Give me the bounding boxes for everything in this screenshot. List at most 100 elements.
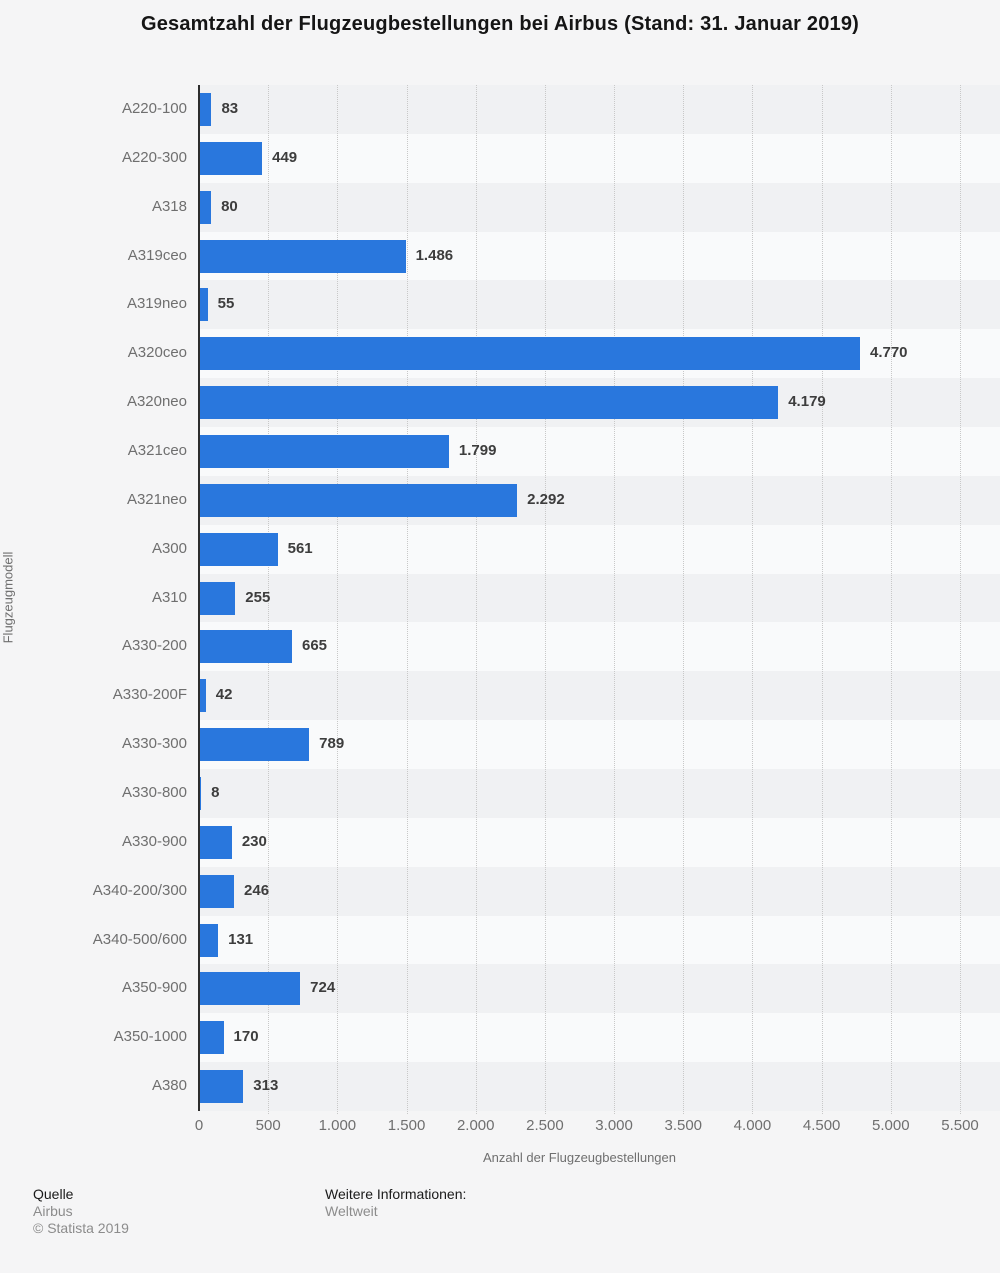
category-label: A340-200/300: [92, 881, 187, 899]
chart-row: A350-1000 170: [0, 1013, 1000, 1062]
bar: [200, 435, 449, 468]
category-label: A321ceo: [127, 442, 187, 459]
bar: [200, 386, 779, 420]
value-label: 313: [253, 1077, 279, 1095]
value-label: 80: [221, 197, 238, 215]
gridline: [544, 85, 546, 1114]
bar: [200, 288, 208, 322]
gridline: [337, 85, 339, 1114]
bar: [200, 239, 406, 273]
category-label: A330-200F: [112, 686, 187, 704]
x-tick-label: 5.500: [941, 1117, 979, 1134]
gridline: [752, 85, 754, 1114]
x-tick-label: 3.000: [595, 1117, 633, 1134]
gridline: [683, 85, 685, 1114]
x-tick-label: 2.000: [456, 1117, 495, 1134]
value-label: 170: [233, 1028, 259, 1046]
bar: [200, 1021, 224, 1055]
chart-title: Gesamtzahl der Flugzeugbestellungen bei …: [140, 13, 860, 35]
gridline: [475, 85, 477, 1114]
x-tick-label: 5.000: [872, 1117, 910, 1134]
value-label: 42: [215, 686, 233, 704]
row-band: [199, 622, 1000, 672]
bar: [200, 825, 232, 859]
x-tick-label: 500: [255, 1117, 281, 1134]
value-label: 1.799: [458, 442, 497, 459]
bar: [200, 679, 206, 713]
gridline: [268, 85, 270, 1114]
info-heading: Weitere Informationen:: [325, 1186, 467, 1202]
chart-row: A318 80: [0, 183, 1000, 232]
row-band: [199, 915, 1000, 965]
x-axis-title: Anzahl der Flugzeugbestellungen: [483, 1150, 676, 1165]
x-tick-label: 4.000: [733, 1117, 772, 1134]
bar: [200, 93, 212, 126]
source-block: Quelle Airbus © Statista 2019: [33, 1186, 129, 1237]
row-band: [199, 769, 1000, 818]
x-tick-label: 1.000: [318, 1117, 357, 1134]
category-label: A220-100: [121, 100, 187, 117]
chart-row: A330-200 665: [0, 622, 1000, 671]
x-tick-label: 3.500: [664, 1117, 703, 1134]
category-label: A319neo: [126, 295, 187, 313]
bar: [200, 141, 263, 175]
category-label: A380: [151, 1077, 187, 1095]
chart-row: A321ceo 1.799: [0, 427, 1000, 476]
row-band: [199, 573, 1000, 623]
bar: [200, 581, 236, 615]
chart-row: A350-900 724: [0, 964, 1000, 1013]
bar: [200, 923, 219, 957]
category-label: A220-300: [121, 148, 187, 166]
chart-row: A330-800 8: [0, 769, 1000, 818]
category-label: A319ceo: [127, 246, 187, 264]
bar: [200, 728, 310, 762]
gridline: [406, 85, 408, 1114]
category-label: A318: [151, 197, 187, 215]
row-band: [199, 866, 1000, 916]
value-label: 83: [221, 100, 239, 117]
value-label: 230: [241, 832, 267, 850]
category-label: A320ceo: [127, 344, 187, 362]
chart-row: A300 561: [0, 525, 1000, 574]
gridline: [614, 85, 616, 1114]
chart-row: A220-100 83: [0, 85, 1000, 134]
chart-row: A340-500/600 131: [0, 916, 1000, 965]
value-label: 131: [228, 930, 254, 948]
x-tick-label: 2.500: [526, 1117, 564, 1134]
value-label: 665: [302, 637, 328, 655]
row-band: [199, 964, 1000, 1014]
chart-row: A380 313: [0, 1062, 1000, 1111]
row-band: [199, 817, 1000, 867]
chart-row: A330-300 789: [0, 720, 1000, 769]
chart-row: A340-200/300 246: [0, 867, 1000, 916]
value-label: 4.179: [788, 393, 826, 411]
chart-row: A320ceo 4.770: [0, 329, 1000, 378]
y-axis-title: Flugzeugmodell: [0, 551, 16, 644]
category-label: A330-300: [121, 735, 187, 753]
info-block: Weitere Informationen: Weltweit: [325, 1186, 466, 1220]
bar: [200, 630, 292, 664]
category-label: A300: [151, 539, 187, 557]
value-label: 789: [319, 735, 345, 753]
source-heading: Quelle: [33, 1186, 74, 1202]
y-axis-line: [198, 85, 200, 1111]
value-label: 8: [211, 784, 220, 801]
category-label: A340-500/600: [92, 930, 187, 948]
bar: [200, 874, 235, 908]
chart-row: A310 255: [0, 574, 1000, 623]
bar: [200, 1070, 244, 1104]
bar: [200, 972, 301, 1006]
bar: [200, 190, 212, 224]
x-tick-label: 1.500: [387, 1117, 426, 1134]
category-label: A330-800: [121, 784, 187, 801]
value-label: 246: [244, 881, 270, 899]
gridline: [890, 85, 892, 1114]
chart-row: A330-200F 42: [0, 671, 1000, 720]
row-band: [199, 1013, 1000, 1063]
value-label: 2.292: [527, 490, 565, 508]
category-label: A321neo: [126, 490, 187, 508]
chart-row: A320neo 4.179: [0, 378, 1000, 427]
chart-row: A220-300 449: [0, 134, 1000, 183]
row-band: [199, 720, 1000, 769]
